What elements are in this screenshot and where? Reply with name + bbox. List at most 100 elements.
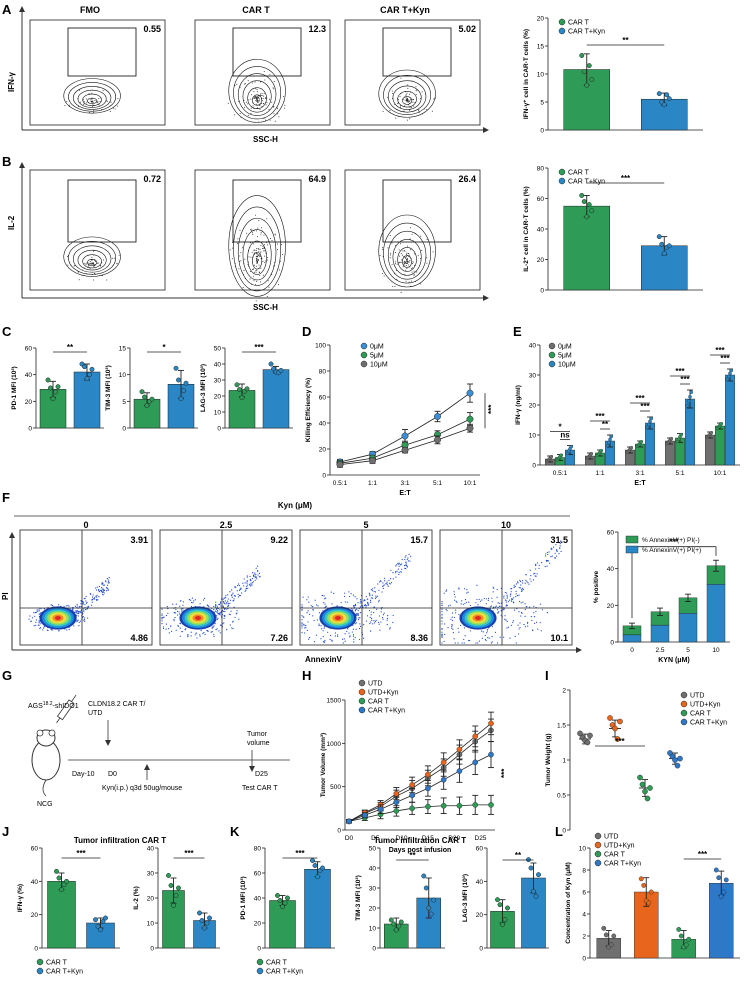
flow-event-dot (83, 101, 85, 103)
flow-F-event-dot (363, 637, 365, 639)
flow-F-event-dot (222, 600, 225, 603)
data-point (656, 91, 662, 97)
flow-F-upper-right: 15.7 (410, 535, 428, 545)
flow-F-density (55, 616, 61, 620)
flow-F-event-dot (534, 622, 536, 625)
flow-F-event-dot (441, 614, 443, 616)
flow-event-dot (273, 113, 275, 115)
flow-F-event-dot (87, 605, 90, 607)
flow-F-event-dot (441, 636, 443, 639)
data-point (638, 876, 644, 882)
data-point (533, 893, 539, 899)
flow-F-event-dot (515, 596, 517, 598)
flow-F-event-dot (214, 622, 216, 625)
flow-F-event-dot (323, 627, 325, 629)
legend-marker (36, 967, 44, 975)
flow-F-event-dot (487, 599, 489, 601)
flow-F-event-dot (356, 608, 358, 610)
flow-F-event-dot (518, 628, 520, 630)
flow-F-event-dot (458, 587, 460, 589)
flow-event-dot (410, 249, 412, 251)
flow-F-event-dot (500, 587, 502, 589)
flow-F-event-dot (86, 601, 88, 604)
flow-event-dot (261, 93, 263, 95)
flow-F-event-dot (521, 587, 523, 589)
flow-F-event-dot (405, 555, 407, 557)
flow-F-event-dot (365, 606, 367, 608)
flow-event-dot (94, 100, 96, 102)
flow-F-event-dot (73, 625, 75, 627)
y-tick-label: 50 (214, 346, 222, 353)
flow-event-dot (257, 254, 259, 256)
flow-F-event-dot (390, 569, 392, 571)
flow-F-density (335, 616, 341, 620)
data-point (315, 874, 320, 880)
flow-F-event-dot (239, 594, 241, 597)
flow-F-event-dot (445, 608, 447, 611)
data-point (149, 396, 155, 402)
flow-F-event-dot (77, 619, 79, 621)
flow-event-dot (265, 104, 267, 106)
flow-F-event-dot (529, 578, 531, 580)
flow-F-event-dot (389, 578, 392, 580)
flow-F-event-dot (395, 571, 397, 573)
flow-event-dot (77, 271, 79, 273)
y-tick-label: 20 (147, 896, 155, 903)
flow-contour (392, 238, 422, 276)
flow-F-event-dot (36, 610, 38, 612)
data-point (666, 96, 672, 102)
flow-event-dot (97, 101, 99, 103)
flow-F-event-dot (382, 614, 384, 616)
flow-F-event-dot (242, 582, 244, 584)
x-tick-label: 0.5:1 (553, 470, 568, 477)
flow-F-event-dot (106, 584, 109, 586)
flow-F-event-dot (96, 596, 98, 598)
flow-F-event-dot (478, 640, 481, 642)
flow-event-dot (394, 285, 396, 287)
flow-F-event-dot (245, 589, 247, 591)
flow-F-event-dot (310, 605, 312, 607)
flow-event-dot (264, 262, 266, 264)
flow-F-x-label: AnnexinV (305, 655, 343, 664)
legend-label: CAR T+Kyn (368, 708, 405, 715)
flow-F-event-dot (524, 615, 526, 618)
flow-F-event-dot (187, 636, 189, 638)
flow-F-event-dot (357, 609, 359, 612)
flow-event-dot (383, 275, 385, 277)
flow-F-event-dot (443, 640, 445, 643)
flow-F-event-dot (451, 624, 453, 626)
flow-F-event-dot (360, 625, 362, 627)
flow-F-event-dot (518, 587, 520, 589)
flow-F-event-dot (526, 581, 528, 583)
flow-F-event-dot (343, 592, 346, 594)
flow-F-event-dot (369, 599, 372, 602)
flow-F-event-dot (392, 572, 394, 574)
flow-F-event-dot (348, 632, 350, 634)
flow-F-event-dot (68, 605, 70, 607)
flow-F-event-dot (78, 624, 80, 627)
legend-label: % AnnexinV(+) PI(-) (642, 537, 700, 544)
flow-F-event-dot (375, 595, 377, 597)
flow-F-event-dot (194, 599, 196, 601)
treatment-label-2: UTD (88, 710, 102, 717)
flow-F-event-dot (363, 600, 365, 602)
flow-F-event-dot (72, 609, 74, 611)
flow-event-dot (405, 256, 407, 258)
flow-F-event-dot (35, 621, 37, 623)
flow-F-event-dot (252, 574, 255, 577)
flow-F-event-dot (404, 556, 406, 558)
flow-F-event-dot (312, 609, 314, 611)
flow-F-event-dot (229, 591, 231, 593)
flow-F-event-dot (519, 579, 521, 581)
flow-event-dot (271, 101, 273, 103)
panel-letter-I: I (545, 668, 549, 683)
flow-F-event-dot (354, 596, 356, 598)
legend-label: 5μM (558, 353, 572, 360)
y-tick-label: 5 (540, 100, 544, 107)
flow-F-event-dot (380, 580, 382, 583)
flow-F-event-dot (460, 624, 462, 627)
flow-F-event-dot (243, 578, 245, 580)
data-point (202, 925, 207, 931)
flow-F-event-dot (505, 605, 507, 607)
flow-F-event-dot (522, 582, 524, 584)
